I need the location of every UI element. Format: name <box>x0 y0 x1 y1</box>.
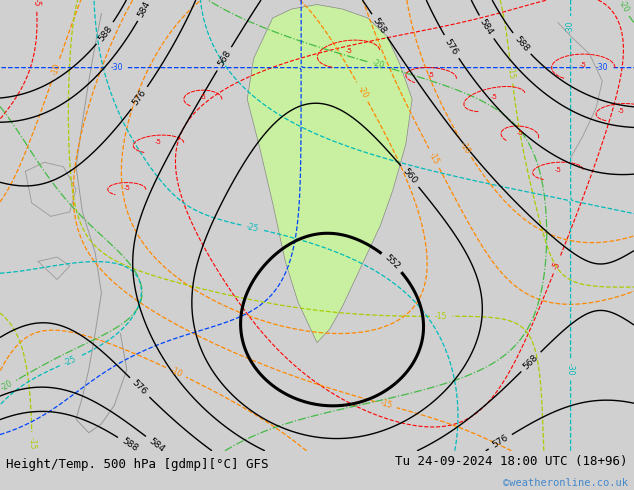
Text: -5: -5 <box>428 72 434 78</box>
Text: -5: -5 <box>200 95 206 100</box>
Text: -10: -10 <box>49 62 62 76</box>
Text: -5: -5 <box>551 260 562 270</box>
Text: 576: 576 <box>443 37 460 56</box>
Text: -25: -25 <box>63 354 77 368</box>
Text: 588: 588 <box>120 437 139 453</box>
Text: -10: -10 <box>169 366 183 379</box>
Text: 588: 588 <box>96 24 114 43</box>
Text: -20: -20 <box>356 84 370 99</box>
Text: -30: -30 <box>596 63 609 72</box>
Text: -15: -15 <box>506 66 517 79</box>
Text: -5: -5 <box>618 108 624 114</box>
Text: Tu 24-09-2024 18:00 UTC (18+96): Tu 24-09-2024 18:00 UTC (18+96) <box>395 455 628 468</box>
Text: 568: 568 <box>371 16 388 35</box>
Text: 576: 576 <box>131 378 149 397</box>
Text: -5: -5 <box>32 0 41 7</box>
Text: -20: -20 <box>616 0 630 14</box>
Polygon shape <box>247 4 412 343</box>
Text: -30: -30 <box>566 363 575 376</box>
Text: 552: 552 <box>383 253 401 271</box>
Text: -10: -10 <box>458 140 472 155</box>
Text: -30: -30 <box>110 63 123 72</box>
Text: -30: -30 <box>566 21 575 33</box>
Text: -5: -5 <box>346 49 352 54</box>
Text: 588: 588 <box>513 34 531 53</box>
Text: -15: -15 <box>427 151 441 166</box>
Text: Height/Temp. 500 hPa [gdmp][°C] GFS: Height/Temp. 500 hPa [gdmp][°C] GFS <box>6 458 269 471</box>
Text: -5: -5 <box>155 140 162 146</box>
Text: -20: -20 <box>0 379 14 393</box>
Text: -25: -25 <box>245 222 259 233</box>
Text: -5: -5 <box>517 130 523 136</box>
Text: 584: 584 <box>136 0 152 19</box>
Text: 568: 568 <box>522 353 540 371</box>
Text: -5: -5 <box>580 62 586 68</box>
Text: -5: -5 <box>491 94 498 100</box>
Text: -15: -15 <box>27 437 36 449</box>
Text: -15: -15 <box>378 399 393 411</box>
Text: 576: 576 <box>491 433 510 450</box>
Text: ©weatheronline.co.uk: ©weatheronline.co.uk <box>503 478 628 488</box>
Text: -15: -15 <box>435 312 447 321</box>
Text: 584: 584 <box>147 436 166 454</box>
Text: -5: -5 <box>124 185 130 191</box>
Text: 584: 584 <box>478 18 495 37</box>
Text: -5: -5 <box>555 167 561 172</box>
Text: -20: -20 <box>371 59 385 71</box>
Text: 560: 560 <box>401 167 419 186</box>
Text: 576: 576 <box>131 88 148 108</box>
Text: 568: 568 <box>216 49 233 69</box>
